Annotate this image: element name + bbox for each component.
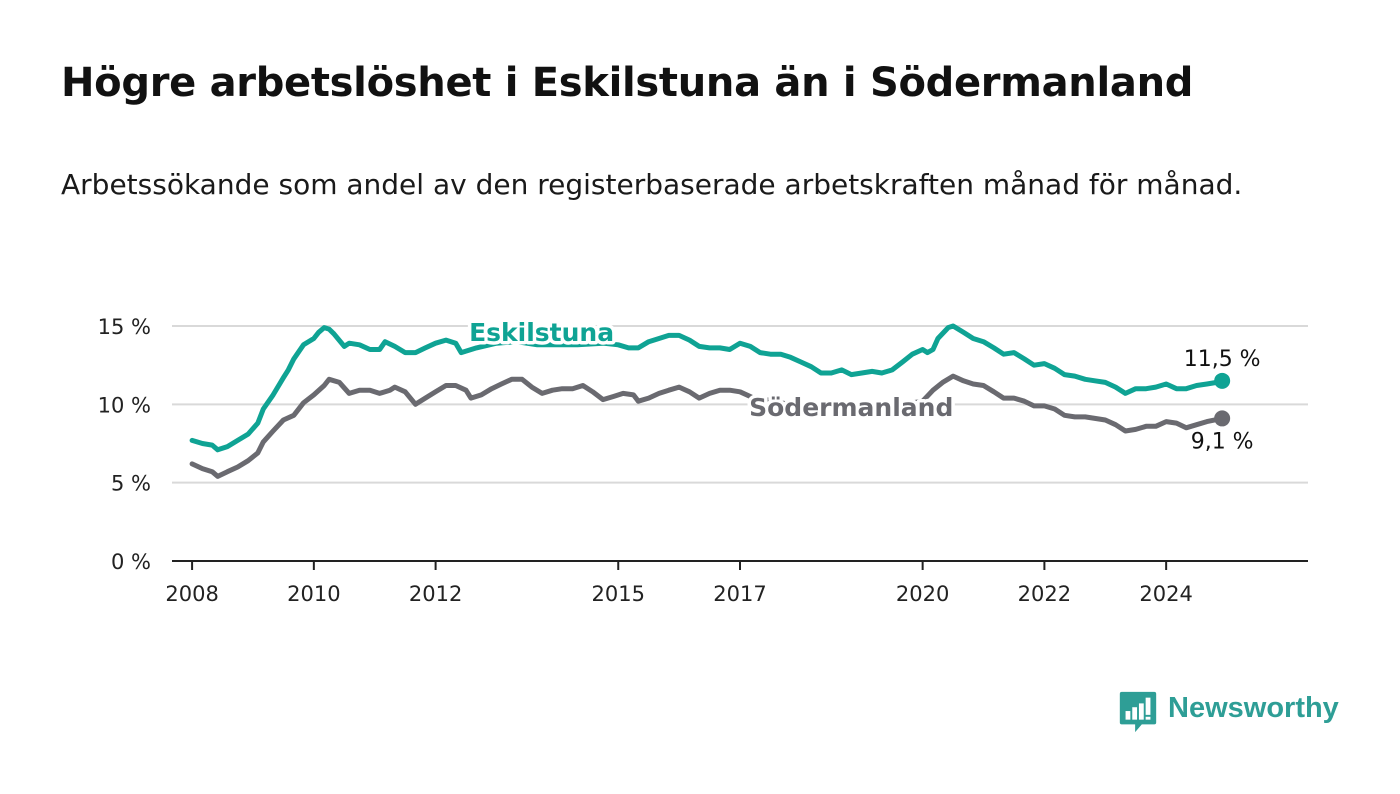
logo-bar-2 — [1132, 707, 1138, 720]
y-tick-label-0: 0 % — [111, 550, 151, 574]
y-tick-label-3: 15 % — [98, 315, 151, 339]
newsworthy-logo-icon — [1119, 691, 1157, 733]
y-tick-label-1: 5 % — [111, 472, 151, 496]
series-end-label-1: 9,1 % — [1191, 429, 1254, 454]
y-tick-label-2: 10 % — [98, 393, 151, 417]
logo-bar-4 — [1145, 697, 1151, 715]
series-label-1: Södermanland — [749, 393, 953, 422]
series-end-dot-0 — [1214, 372, 1231, 389]
x-tick-label-5: 2020 — [896, 582, 949, 606]
series-end-label-0: 11,5 % — [1184, 347, 1261, 372]
logo-dot — [1145, 716, 1151, 720]
x-tick-label-4: 2017 — [713, 582, 766, 606]
x-tick-label-1: 2010 — [287, 582, 340, 606]
x-tick-label-3: 2015 — [592, 582, 645, 606]
series-line-1 — [189, 373, 1225, 479]
series-lines — [189, 323, 1231, 479]
chart-title: Högre arbetslöshet i Eskilstuna än i Söd… — [61, 60, 1194, 106]
logo-bubble — [1119, 691, 1157, 733]
x-tick-label-6: 2022 — [1018, 582, 1071, 606]
series-labels: Eskilstuna 11,5 % Södermanland 9,1 % — [466, 314, 1264, 457]
brand-name: Newsworthy — [1168, 692, 1339, 724]
y-axis-ticks: 0 % 5 % 10 % 15 % — [98, 315, 151, 574]
series-line-0 — [189, 323, 1225, 453]
series-end-dot-1 — [1214, 410, 1231, 427]
series-label-0: Eskilstuna — [469, 318, 614, 347]
x-tick-label-2: 2012 — [409, 582, 462, 606]
x-tick-label-0: 2008 — [165, 582, 218, 606]
x-tick-label-7: 2024 — [1139, 582, 1192, 606]
chart-subtitle: Arbetssökande som andel av den registerb… — [61, 168, 1243, 201]
logo-bar-1 — [1125, 711, 1131, 720]
x-axis-ticks: 2008 2010 2012 2015 2017 2020 2022 2024 — [165, 561, 1193, 606]
logo-bar-3 — [1138, 703, 1144, 720]
gridlines — [172, 325, 1308, 484]
